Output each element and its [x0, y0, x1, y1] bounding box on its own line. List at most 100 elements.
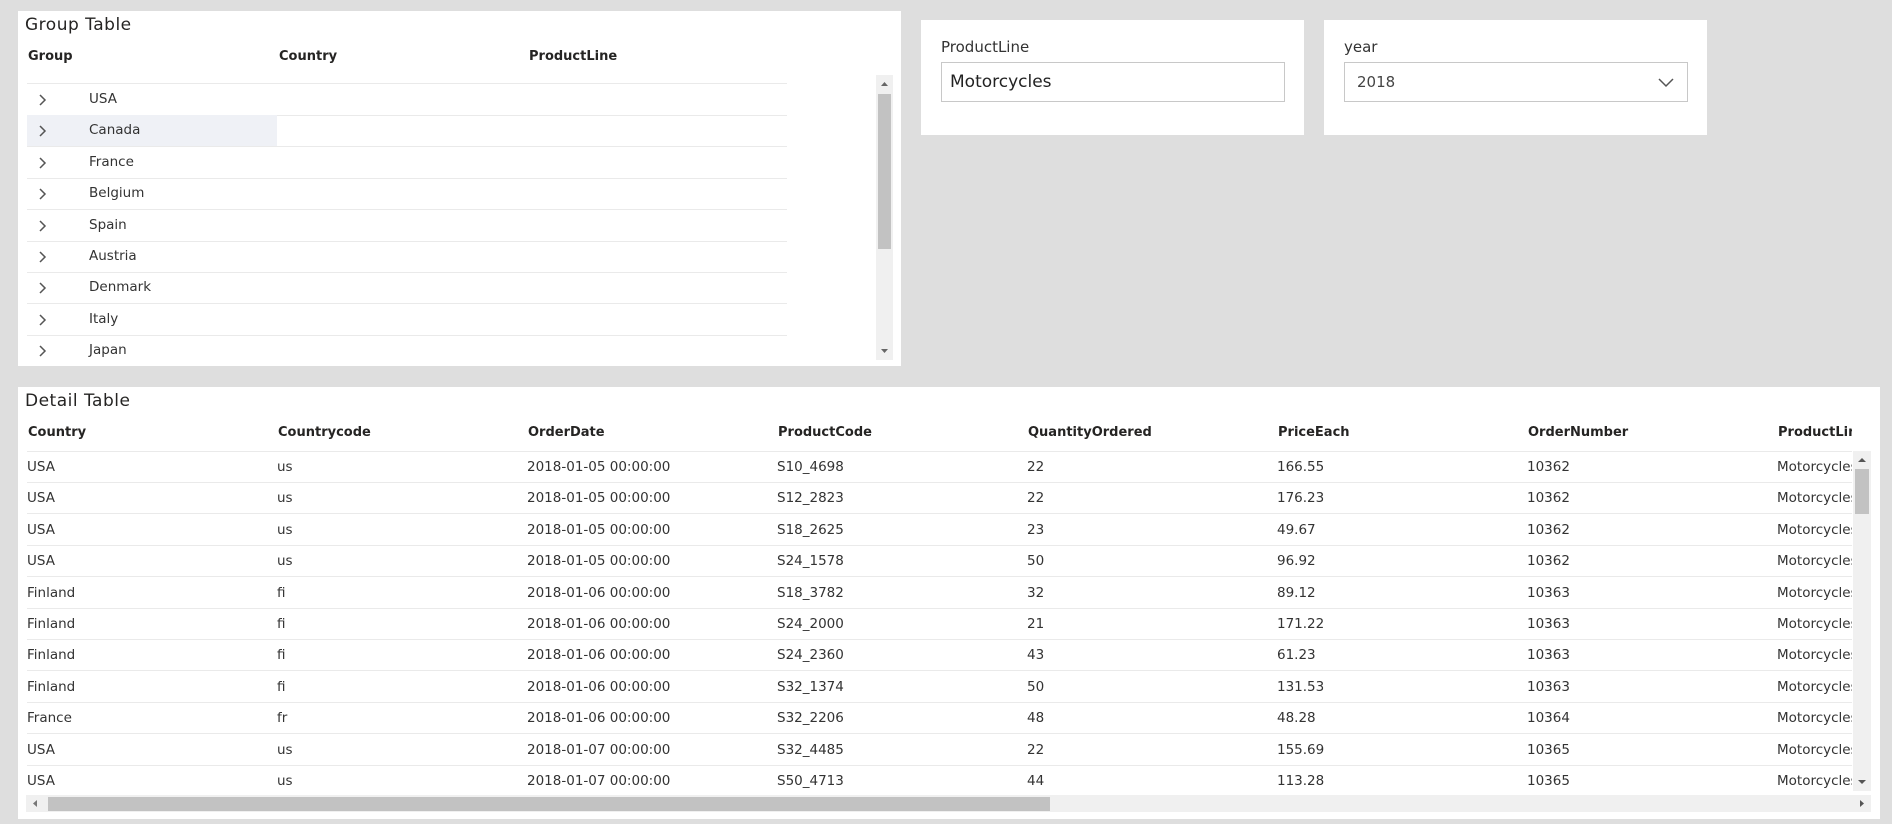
- row-separator: [27, 701, 1852, 703]
- row-separator: [27, 544, 1852, 546]
- row-separator: [27, 334, 787, 336]
- filter-label: ProductLine: [941, 38, 1030, 56]
- scroll-thumb[interactable]: [878, 94, 891, 249]
- group-row[interactable]: Austria: [27, 241, 787, 272]
- table-cell: 32: [1027, 584, 1045, 601]
- table-cell: 23: [1027, 521, 1045, 538]
- table-cell: us: [277, 521, 293, 538]
- group-cell: Canada: [89, 122, 141, 139]
- group-row[interactable]: Spain: [27, 210, 787, 241]
- table-cell: us: [277, 773, 293, 789]
- header-separator: [27, 451, 1852, 452]
- table-cell: 10362: [1527, 459, 1570, 475]
- expand-chevron[interactable]: [37, 219, 49, 233]
- table-cell: 10363: [1527, 616, 1570, 632]
- group-row[interactable]: Belgium: [27, 178, 787, 209]
- row-separator: [27, 177, 787, 179]
- column-header[interactable]: PriceEach: [1278, 425, 1350, 440]
- column-header[interactable]: Countrycode: [278, 425, 371, 440]
- group-table: Group Country ProductLine USA Canada France Be…: [18, 11, 888, 366]
- group-row[interactable]: Denmark: [27, 272, 787, 303]
- table-cell: 10363: [1527, 647, 1570, 664]
- table-cell: us: [277, 553, 293, 570]
- expand-chevron[interactable]: [37, 344, 49, 358]
- table-cell: S10_4698: [777, 459, 844, 475]
- table-cell: 10362: [1527, 553, 1570, 570]
- group-table-panel: Group Table Group Country ProductLine USA Ca…: [18, 11, 901, 366]
- expand-chevron[interactable]: [37, 93, 49, 107]
- row-separator: [27, 607, 1852, 609]
- table-cell: Motorcycles: [1777, 710, 1852, 727]
- column-header[interactable]: ProductLine: [1778, 425, 1852, 440]
- group-cell: Denmark: [89, 279, 152, 296]
- expand-chevron[interactable]: [37, 313, 49, 327]
- table-cell: 50: [1027, 553, 1045, 570]
- group-row[interactable]: France: [27, 147, 787, 178]
- column-header[interactable]: Country: [28, 425, 87, 440]
- column-header[interactable]: Country: [279, 49, 338, 64]
- expand-chevron[interactable]: [37, 187, 49, 201]
- table-cell: 10362: [1527, 490, 1570, 507]
- table-cell: 22: [1027, 741, 1045, 758]
- column-header[interactable]: OrderNumber: [1528, 425, 1629, 440]
- table-cell: 89.12: [1277, 584, 1316, 601]
- row-separator: [27, 272, 787, 273]
- expand-chevron[interactable]: [37, 156, 49, 170]
- table-cell: 2018-01-06 00:00:00: [527, 647, 671, 664]
- column-header[interactable]: QuantityOrdered: [1028, 425, 1152, 440]
- table-cell: Finland: [27, 647, 76, 664]
- table-cell: S24_2000: [777, 616, 844, 632]
- expand-chevron[interactable]: [37, 281, 49, 295]
- year-filter: year 2018: [1324, 20, 1707, 135]
- table-cell: Motorcycles: [1777, 616, 1852, 632]
- table-cell: 21: [1027, 616, 1045, 632]
- dropdown[interactable]: 2018: [1344, 62, 1688, 102]
- group-cell: Japan: [89, 342, 127, 359]
- column-header[interactable]: ProductLine: [529, 49, 618, 64]
- table-cell: USA: [27, 773, 55, 789]
- table-cell: Motorcycles: [1777, 584, 1852, 601]
- row-separator: [27, 209, 787, 211]
- scroll-thumb[interactable]: [1855, 469, 1869, 514]
- column-header[interactable]: Group: [28, 49, 73, 64]
- input-value: Motorcycles: [950, 72, 1052, 92]
- scroll-thumb[interactable]: [48, 797, 1050, 811]
- group-row[interactable]: Italy: [27, 304, 787, 335]
- table-cell: USA: [27, 553, 55, 570]
- scroll-arrows: [33, 800, 1864, 807]
- expand-chevron[interactable]: [37, 250, 49, 264]
- table-cell: S50_4713: [777, 773, 844, 789]
- table-cell: us: [277, 490, 293, 507]
- group-cell: Austria: [89, 248, 137, 264]
- table-cell: 2018-01-05 00:00:00: [527, 521, 671, 538]
- table-cell: 22: [1027, 490, 1045, 507]
- table-cell: 48.28: [1277, 710, 1316, 727]
- table-cell: 50: [1027, 678, 1045, 695]
- row-separator: [27, 482, 1852, 483]
- vertical-scrollbar[interactable]: [876, 75, 893, 360]
- group-row[interactable]: Canada: [27, 115, 787, 146]
- table-cell: 61.23: [1277, 647, 1316, 664]
- table-cell: 10364: [1527, 710, 1570, 727]
- table-cell: S32_1374: [777, 678, 844, 695]
- table-cell: Motorcycles: [1777, 459, 1852, 475]
- table-cell: 2018-01-07 00:00:00: [527, 773, 671, 789]
- table-cell: 10365: [1527, 741, 1570, 758]
- text-input[interactable]: Motorcycles: [941, 62, 1285, 102]
- table-cell: USA: [27, 521, 55, 538]
- horizontal-scrollbar[interactable]: [26, 795, 1871, 812]
- table-cell: 2018-01-05 00:00:00: [527, 490, 671, 507]
- table-cell: 2018-01-07 00:00:00: [527, 741, 671, 758]
- table-cell: S12_2823: [777, 490, 844, 507]
- row-separator: [27, 146, 787, 148]
- vertical-scrollbar[interactable]: [1853, 451, 1871, 791]
- table-cell: Finland: [27, 616, 76, 632]
- group-row[interactable]: Japan: [27, 335, 787, 366]
- column-header[interactable]: OrderDate: [528, 425, 605, 440]
- expand-chevron[interactable]: [37, 124, 49, 138]
- row-separator: [27, 576, 1852, 578]
- table-cell: fi: [277, 616, 286, 632]
- column-header[interactable]: ProductCode: [778, 425, 872, 440]
- group-row[interactable]: USA: [27, 84, 787, 115]
